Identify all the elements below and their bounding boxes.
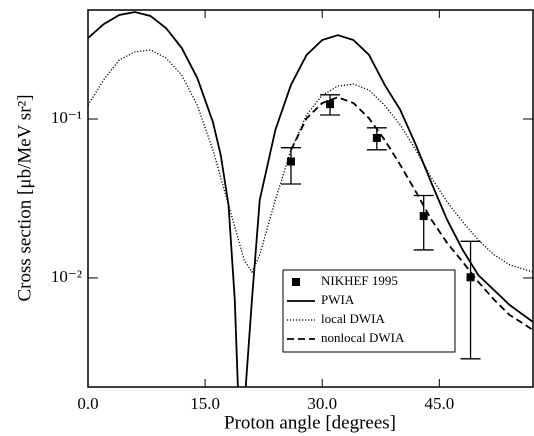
y-axis-label: Cross section [μb/MeV sr²] (14, 94, 35, 301)
data-point (372, 133, 381, 142)
x-tick-label: 0.0 (77, 394, 98, 413)
plot-frame (87, 9, 534, 388)
curve (88, 11, 533, 387)
x-tick-label: 15.0 (190, 394, 220, 413)
y-tick-label: 10⁻² (51, 267, 82, 286)
x-axis-label: Proton angle [degrees] (224, 412, 396, 433)
legend-symbol (292, 278, 300, 286)
legend-label: nonlocal DWIA (321, 330, 405, 345)
y-tick-label: 10⁻¹ (51, 108, 82, 127)
legend-label: NIKHEF 1995 (321, 273, 398, 288)
x-tick-label: 30.0 (307, 394, 337, 413)
curve (88, 49, 533, 274)
data-point (326, 100, 335, 109)
x-tick-label: 45.0 (424, 394, 454, 413)
curve (290, 96, 533, 331)
data-point (286, 157, 295, 166)
data-point (466, 273, 475, 282)
legend-label: PWIA (321, 292, 355, 307)
legend-label: local DWIA (321, 311, 386, 326)
data-point (419, 212, 428, 221)
plot-area (88, 11, 533, 387)
